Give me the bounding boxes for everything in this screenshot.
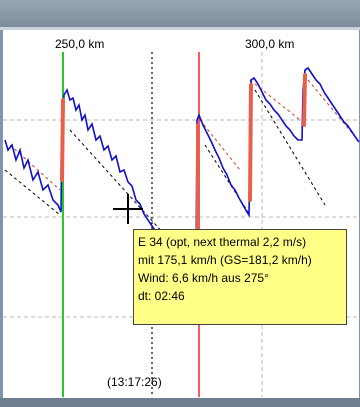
crosshair-cursor-icon — [113, 194, 143, 224]
glide-line-black — [69, 129, 166, 236]
glide-line-red — [249, 79, 301, 121]
horizontal-scrollbar[interactable] — [0, 398, 360, 407]
tooltip-line: dt: 02:46 — [138, 289, 185, 303]
window-titlebar — [0, 0, 360, 27]
thermal-segment — [248, 83, 253, 202]
series-glide-red — [9, 79, 359, 191]
glide-line-red — [199, 119, 241, 171]
thermal-segment — [60, 98, 65, 182]
cursor-time-label: (13:17:26) — [107, 375, 162, 389]
tooltip-line: Wind: 6,6 km/h aus 275° — [138, 271, 269, 285]
glide-line-black — [204, 144, 251, 216]
series-glide-black — [4, 89, 326, 236]
glide-line-black — [254, 89, 326, 206]
x-tick-label: 250,0 km — [55, 37, 104, 51]
glide-line-red — [9, 144, 61, 191]
x-tick-label: 300,0 km — [245, 37, 294, 51]
leg-info-tooltip: E 34 (opt, next thermal 2,2 m/s) mit 175… — [133, 229, 347, 325]
glide-line-red — [307, 79, 359, 141]
tooltip-line: mit 175,1 km/h (GS=181,2 km/h) — [138, 253, 312, 267]
titlebar-separator — [0, 27, 360, 30]
tooltip-line: E 34 (opt, next thermal 2,2 m/s) — [138, 235, 307, 249]
thermal-segment — [302, 73, 307, 127]
